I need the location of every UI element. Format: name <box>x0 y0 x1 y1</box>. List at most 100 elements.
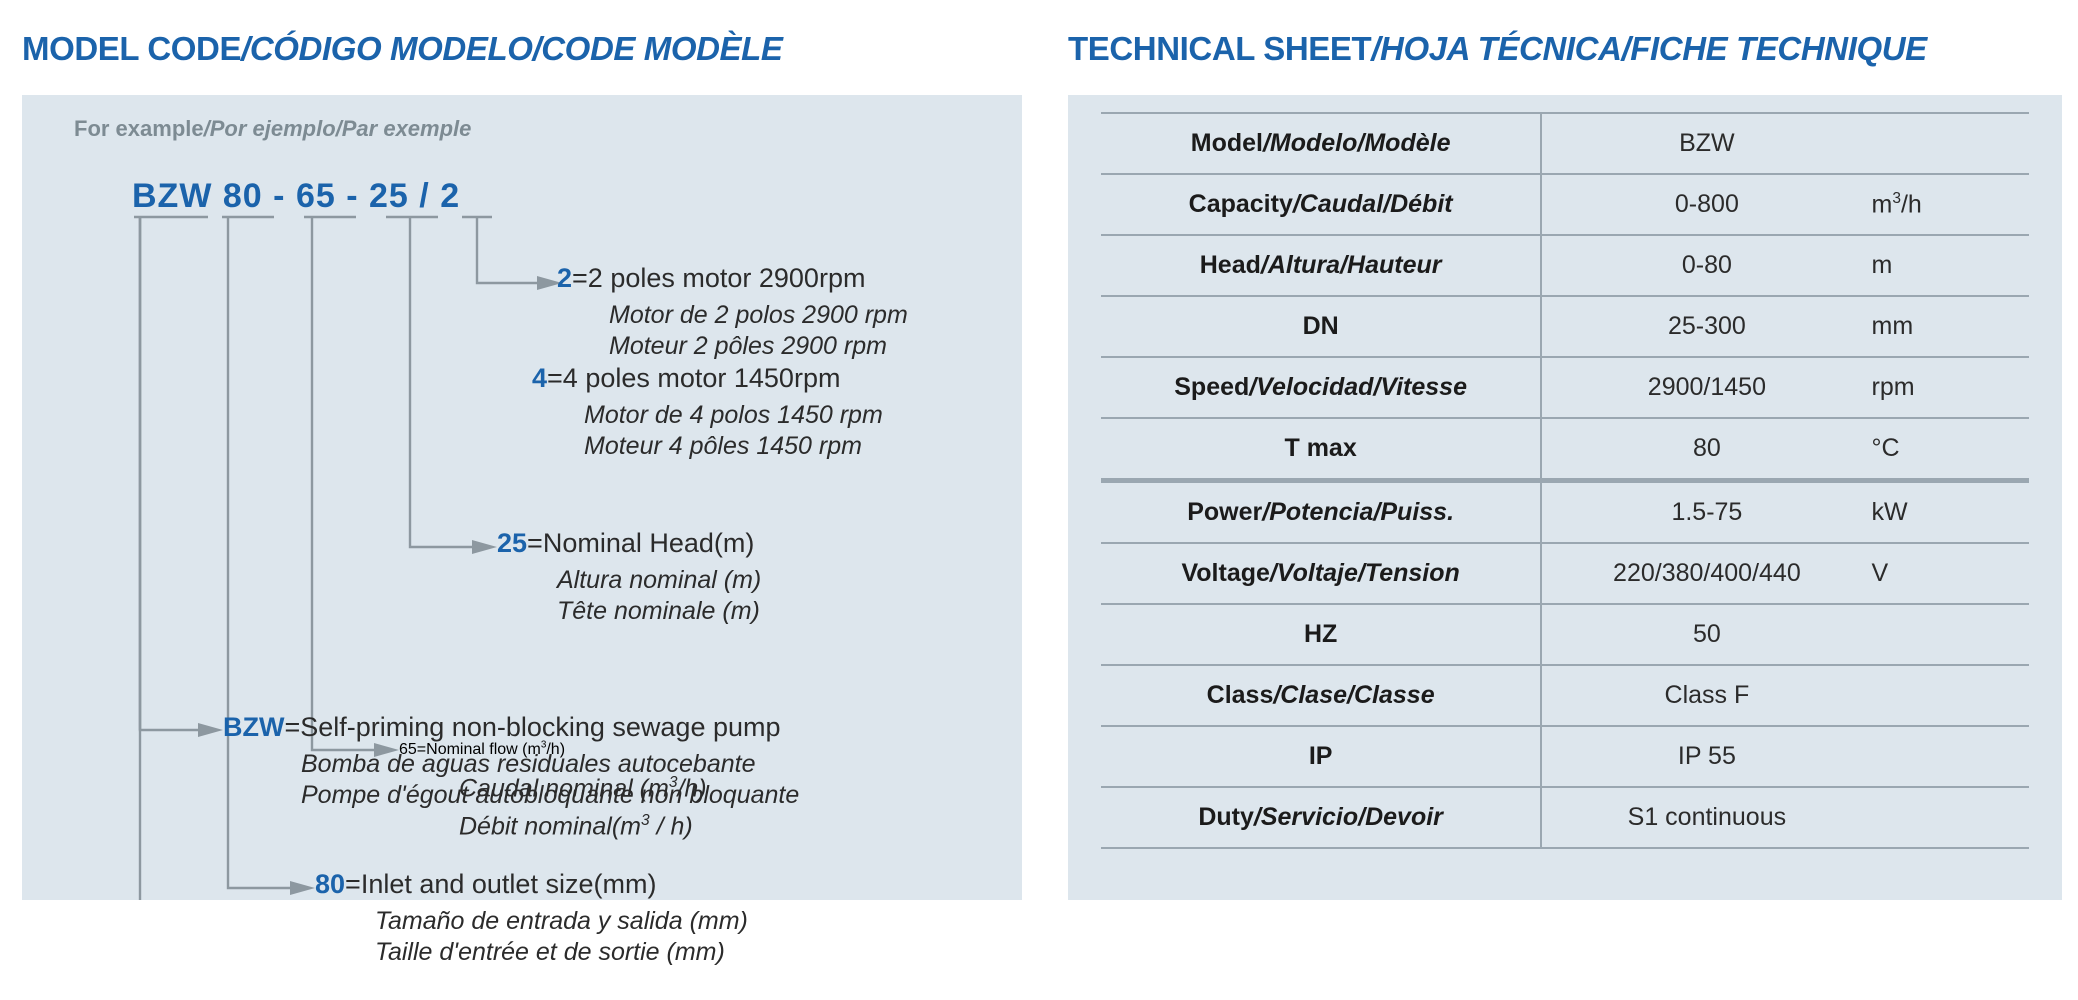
row-label-en: Model <box>1190 129 1263 157</box>
explanation-poles-2-key: 2 <box>557 263 573 293</box>
row-label: HZ <box>1101 603 1543 665</box>
row-label: IP <box>1101 725 1543 787</box>
explanation-inlet-80-fr: Taille d'entrée et de sortie (mm) <box>375 938 725 966</box>
example-note: For example/Por ejemplo/Par exemple <box>74 113 504 144</box>
technical-sheet-heading-en: TECHNICAL SHEET <box>1068 30 1372 67</box>
row-label-fr: /Classe <box>1347 681 1435 709</box>
explanation-poles-2: 2=2 poles motor 2900rpm Motor de 2 polos… <box>557 261 908 362</box>
row-label-fr: /Débit <box>1383 190 1453 218</box>
explanation-head-25-es: Altura nominal (m) <box>557 566 762 594</box>
row-label-es: /Modelo <box>1262 129 1358 157</box>
row-label-es: /Voltaje <box>1269 559 1358 587</box>
explanation-bzw-fr: Pompe d'égout autobloquante non bloquant… <box>301 781 800 809</box>
code-dash-2: - <box>346 177 359 215</box>
code-slash: / <box>419 177 430 215</box>
technical-sheet-table: Model/Modelo/Modèle BZW Capacity/Caudal/Dé… <box>1101 112 2029 849</box>
row-value: 80 <box>1541 417 1872 481</box>
row-label: Model/Modelo/Modèle <box>1101 112 1543 174</box>
technical-sheet-heading: TECHNICAL SHEET/HOJA TÉCNICA/FICHE TECHN… <box>1068 30 1927 68</box>
explanation-poles-4: 4=4 poles motor 1450rpm Motor de 4 polos… <box>532 361 883 462</box>
model-code-panel: For example/Por ejemplo/Par exemple BZW … <box>22 95 1022 966</box>
table-row: IP IP 55 <box>1101 725 2029 787</box>
row-label-fr: /Devoir <box>1358 803 1443 831</box>
explanation-bzw-key: BZW <box>223 712 285 742</box>
model-code-heading: MODEL CODE/CÓDIGO MODELO/CODE MODÈLE <box>22 30 783 68</box>
table-row: Model/Modelo/Modèle BZW <box>1101 112 2029 174</box>
code-part-prefix: BZW <box>132 177 213 215</box>
row-label-en: Power <box>1187 498 1263 526</box>
table-row: Class/Clase/Classe Class F <box>1101 664 2029 726</box>
row-label-en: Duty <box>1198 803 1254 831</box>
table-row: Head/Altura/Hauteur 0-80 m <box>1101 234 2029 296</box>
row-value: S1 continuous <box>1541 786 1872 849</box>
row-label-en: IP <box>1308 742 1333 770</box>
row-value: 2900/1450 <box>1541 356 1872 418</box>
explanation-flow-65: 65=Nominal flow (m3/h) Caudal nominal (m… <box>399 740 707 840</box>
explanation-poles-4-key: 4 <box>532 363 548 393</box>
row-label: Capacity/Caudal/Débit <box>1101 173 1543 235</box>
table-row: Voltage/Voltaje/Tension 220/380/400/440 V <box>1101 542 2029 604</box>
explanation-head-25-en: =Nominal Head(m) <box>527 528 755 558</box>
row-label: Speed/Velocidad/Vitesse <box>1101 356 1543 418</box>
row-unit: mm <box>1871 295 2029 357</box>
explanation-bzw: BZW=Self-priming non-blocking sewage pum… <box>223 710 799 811</box>
table-row: T max 80 °C <box>1101 417 2029 481</box>
code-dash-1: - <box>273 177 286 215</box>
row-label: DN <box>1101 295 1543 357</box>
technical-sheet-heading-es: /HOJA TÉCNICA <box>1371 30 1622 67</box>
row-label: Head/Altura/Hauteur <box>1101 234 1543 296</box>
table-row: Duty/Servicio/Devoir S1 continuous <box>1101 786 2029 849</box>
table-row: DN 25-300 mm <box>1101 295 2029 357</box>
row-label: Duty/Servicio/Devoir <box>1101 786 1543 849</box>
row-value: 25-300 <box>1541 295 1872 357</box>
model-code-heading-fr: /CODE MODÈLE <box>532 30 783 67</box>
row-label-en: Head <box>1199 251 1261 279</box>
explanation-poles-4-en: =4 poles motor 1450rpm <box>547 363 841 393</box>
explanation-inlet-80-en: =Inlet and outlet size(mm) <box>345 869 657 899</box>
row-label-es: /Altura <box>1260 251 1341 279</box>
technical-sheet-panel: Model/Modelo/Modèle BZW Capacity/Caudal/Dé… <box>1068 95 2062 900</box>
row-label: Class/Clase/Classe <box>1101 664 1543 726</box>
row-unit: m <box>1871 234 2029 296</box>
row-value: Class F <box>1541 664 1872 726</box>
row-value: 50 <box>1541 603 1872 665</box>
example-note-en: For example <box>74 116 204 141</box>
explanation-poles-4-fr: Moteur 4 pôles 1450 rpm <box>584 432 862 460</box>
explanation-flow-65-fr: Débit nominal(m3 / h) <box>459 811 693 840</box>
row-unit <box>1871 112 2029 174</box>
table-row: Power/Potencia/Puiss. 1.5-75 kW <box>1101 478 2029 543</box>
row-unit: rpm <box>1871 356 2029 418</box>
row-label-en: Capacity <box>1188 190 1293 218</box>
explanation-inlet-80-es: Tamaño de entrada y salida (mm) <box>375 907 748 935</box>
row-label-en: Speed <box>1174 373 1250 401</box>
code-part-poles: 2 <box>440 177 461 215</box>
row-label-fr: /Modèle <box>1357 129 1451 157</box>
example-note-translations: /Por ejemplo/Par exemple <box>203 116 472 141</box>
row-label-es: /Clase <box>1273 681 1348 709</box>
explanation-head-25-key: 25 <box>497 528 528 558</box>
row-unit: kW <box>1871 478 2029 543</box>
row-label-fr: /Puiss. <box>1373 498 1455 526</box>
row-value: 1.5-75 <box>1541 478 1872 543</box>
row-label-en: Class <box>1206 681 1274 709</box>
row-label-es: /Velocidad <box>1249 373 1374 401</box>
row-label: T max <box>1101 417 1543 481</box>
row-label-es: /Caudal <box>1292 190 1384 218</box>
table-row: Capacity/Caudal/Débit 0-800 m3/h <box>1101 173 2029 235</box>
code-part-flow: 65 <box>295 177 336 215</box>
code-part-head: 25 <box>369 177 409 215</box>
row-unit <box>1871 725 2029 787</box>
row-unit <box>1871 603 2029 665</box>
explanation-poles-2-en: =2 poles motor 2900rpm <box>572 263 866 293</box>
row-label-en: HZ <box>1303 620 1338 648</box>
row-label-es: /Potencia <box>1262 498 1374 526</box>
code-part-inlet: 80 <box>222 177 263 215</box>
row-unit: °C <box>1871 417 2029 481</box>
table-row: HZ 50 <box>1101 603 2029 665</box>
model-code-heading-en: MODEL CODE <box>22 30 242 67</box>
model-code-heading-es: /CÓDIGO MODELO <box>241 30 533 67</box>
row-value: 0-80 <box>1541 234 1872 296</box>
row-label-en: T max <box>1284 434 1357 462</box>
explanation-poles-2-es: Motor de 2 polos 2900 rpm <box>609 301 908 329</box>
